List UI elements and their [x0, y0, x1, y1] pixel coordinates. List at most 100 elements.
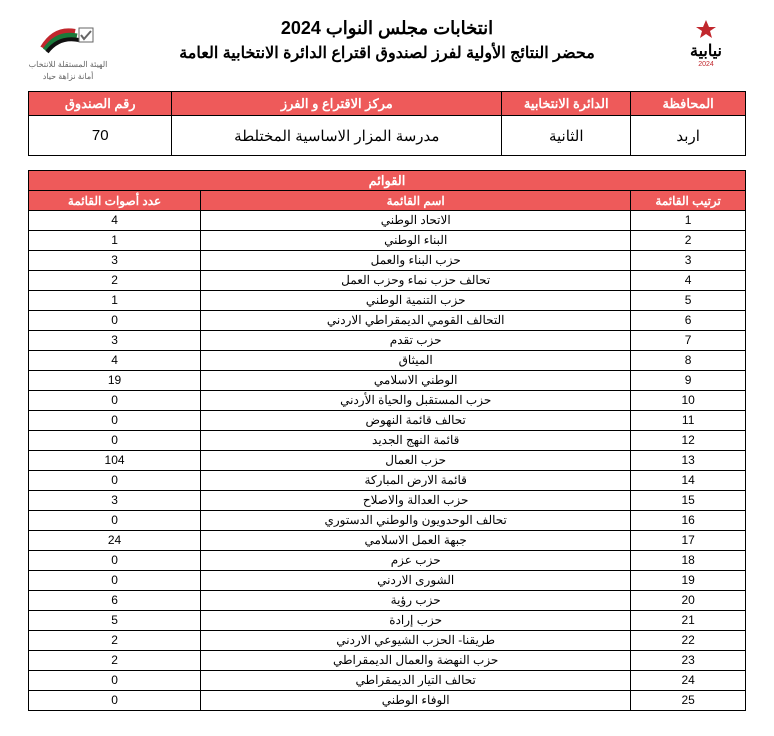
- iec-logo-label: الهيئة المستقلة للانتخاب: [29, 60, 108, 70]
- table-row: 21حزب إرادة5: [29, 611, 746, 631]
- cell-rank: 15: [631, 491, 746, 511]
- table-row: 14قائمة الارض المباركة0: [29, 471, 746, 491]
- table-row: 18حزب عزم0: [29, 551, 746, 571]
- cell-votes: 2: [29, 271, 201, 291]
- cell-name: حزب البناء والعمل: [201, 251, 631, 271]
- iec-logo: الهيئة المستقلة للانتخاب أمانة نزاهة حيا…: [28, 18, 108, 81]
- table-row: 17جبهة العمل الاسلامي24: [29, 531, 746, 551]
- page-root: نيابية 2024 انتخابات مجلس النواب 2024 مح…: [0, 0, 774, 721]
- cell-votes: 24: [29, 531, 201, 551]
- info-header-row: المحافظة الدائرة الانتخابية مركز الاقترا…: [29, 92, 746, 116]
- cell-rank: 7: [631, 331, 746, 351]
- cell-rank: 4: [631, 271, 746, 291]
- cell-votes: 0: [29, 411, 201, 431]
- cell-votes: 3: [29, 491, 201, 511]
- info-v-governorate: اربد: [631, 116, 746, 156]
- table-row: 20حزب رؤية6: [29, 591, 746, 611]
- cell-rank: 10: [631, 391, 746, 411]
- cell-rank: 16: [631, 511, 746, 531]
- cell-rank: 22: [631, 631, 746, 651]
- cell-name: حزب تقدم: [201, 331, 631, 351]
- info-h-district: الدائرة الانتخابية: [502, 92, 631, 116]
- lists-h-rank: ترتيب القائمة: [631, 191, 746, 211]
- table-row: 12قائمة النهج الجديد0: [29, 431, 746, 451]
- title-line-2: محضر النتائج الأولية لفرز لصندوق اقتراع …: [108, 43, 666, 63]
- cell-votes: 3: [29, 331, 201, 351]
- cell-rank: 6: [631, 311, 746, 331]
- cell-name: الشورى الاردني: [201, 571, 631, 591]
- info-v-center: مدرسة المزار الاساسية المختلطة: [172, 116, 502, 156]
- cell-name: حزب المستقبل والحياة الأردني: [201, 391, 631, 411]
- cell-rank: 24: [631, 671, 746, 691]
- cell-votes: 104: [29, 451, 201, 471]
- table-row: 3حزب البناء والعمل3: [29, 251, 746, 271]
- svg-text:نيابية: نيابية: [690, 43, 722, 60]
- cell-rank: 14: [631, 471, 746, 491]
- cell-name: حزب عزم: [201, 551, 631, 571]
- info-h-center: مركز الاقتراع و الفرز: [172, 92, 502, 116]
- cell-votes: 4: [29, 351, 201, 371]
- table-row: 6التحالف القومي الديمقراطي الاردني0: [29, 311, 746, 331]
- table-row: 13حزب العمال104: [29, 451, 746, 471]
- info-v-box: 70: [29, 116, 172, 156]
- cell-name: تحالف قائمة النهوض: [201, 411, 631, 431]
- title-line-1: انتخابات مجلس النواب 2024: [108, 18, 666, 39]
- info-table: المحافظة الدائرة الانتخابية مركز الاقترا…: [28, 91, 746, 156]
- cell-rank: 11: [631, 411, 746, 431]
- cell-name: جبهة العمل الاسلامي: [201, 531, 631, 551]
- table-row: 15حزب العدالة والاصلاح3: [29, 491, 746, 511]
- cell-votes: 0: [29, 431, 201, 451]
- cell-name: حزب رؤية: [201, 591, 631, 611]
- cell-rank: 3: [631, 251, 746, 271]
- cell-name: تحالف الوحدويون والوطني الدستوري: [201, 511, 631, 531]
- cell-rank: 17: [631, 531, 746, 551]
- cell-votes: 2: [29, 651, 201, 671]
- cell-votes: 2: [29, 631, 201, 651]
- cell-votes: 0: [29, 671, 201, 691]
- cell-rank: 23: [631, 651, 746, 671]
- cell-votes: 0: [29, 311, 201, 331]
- table-row: 10حزب المستقبل والحياة الأردني0: [29, 391, 746, 411]
- cell-votes: 0: [29, 511, 201, 531]
- cell-rank: 25: [631, 691, 746, 711]
- table-row: 16تحالف الوحدويون والوطني الدستوري0: [29, 511, 746, 531]
- info-value-row: اربد الثانية مدرسة المزار الاساسية المخت…: [29, 116, 746, 156]
- table-row: 24تحالف التيار الديمقراطي0: [29, 671, 746, 691]
- cell-name: الوفاء الوطني: [201, 691, 631, 711]
- page-header: نيابية 2024 انتخابات مجلس النواب 2024 مح…: [28, 18, 746, 81]
- svg-text:2024: 2024: [698, 61, 714, 68]
- cell-votes: 1: [29, 231, 201, 251]
- lists-body: 1الاتحاد الوطني42البناء الوطني13حزب البن…: [29, 211, 746, 711]
- table-row: 25الوفاء الوطني0: [29, 691, 746, 711]
- cell-name: قائمة النهج الجديد: [201, 431, 631, 451]
- cell-name: حزب العدالة والاصلاح: [201, 491, 631, 511]
- cell-name: طريقنا- الحزب الشيوعي الاردني: [201, 631, 631, 651]
- table-row: 22طريقنا- الحزب الشيوعي الاردني2: [29, 631, 746, 651]
- cell-rank: 21: [631, 611, 746, 631]
- cell-rank: 12: [631, 431, 746, 451]
- cell-rank: 18: [631, 551, 746, 571]
- cell-name: البناء الوطني: [201, 231, 631, 251]
- campaign-logo: نيابية 2024: [666, 18, 746, 68]
- cell-rank: 9: [631, 371, 746, 391]
- cell-rank: 20: [631, 591, 746, 611]
- cell-votes: 0: [29, 471, 201, 491]
- cell-name: الميثاق: [201, 351, 631, 371]
- table-row: 9الوطني الاسلامي19: [29, 371, 746, 391]
- table-row: 23حزب النهضة والعمال الديمقراطي2: [29, 651, 746, 671]
- cell-votes: 1: [29, 291, 201, 311]
- cell-votes: 0: [29, 391, 201, 411]
- titles-block: انتخابات مجلس النواب 2024 محضر النتائج ا…: [108, 18, 666, 63]
- cell-rank: 13: [631, 451, 746, 471]
- cell-votes: 4: [29, 211, 201, 231]
- cell-rank: 5: [631, 291, 746, 311]
- table-row: 4تحالف حزب نماء وحزب العمل2: [29, 271, 746, 291]
- lists-column-header: ترتيب القائمة اسم القائمة عدد أصوات القا…: [29, 191, 746, 211]
- lists-h-votes: عدد أصوات القائمة: [29, 191, 201, 211]
- lists-h-name: اسم القائمة: [201, 191, 631, 211]
- table-row: 8الميثاق4: [29, 351, 746, 371]
- table-row: 2البناء الوطني1: [29, 231, 746, 251]
- cell-name: حزب العمال: [201, 451, 631, 471]
- cell-name: قائمة الارض المباركة: [201, 471, 631, 491]
- cell-votes: 0: [29, 551, 201, 571]
